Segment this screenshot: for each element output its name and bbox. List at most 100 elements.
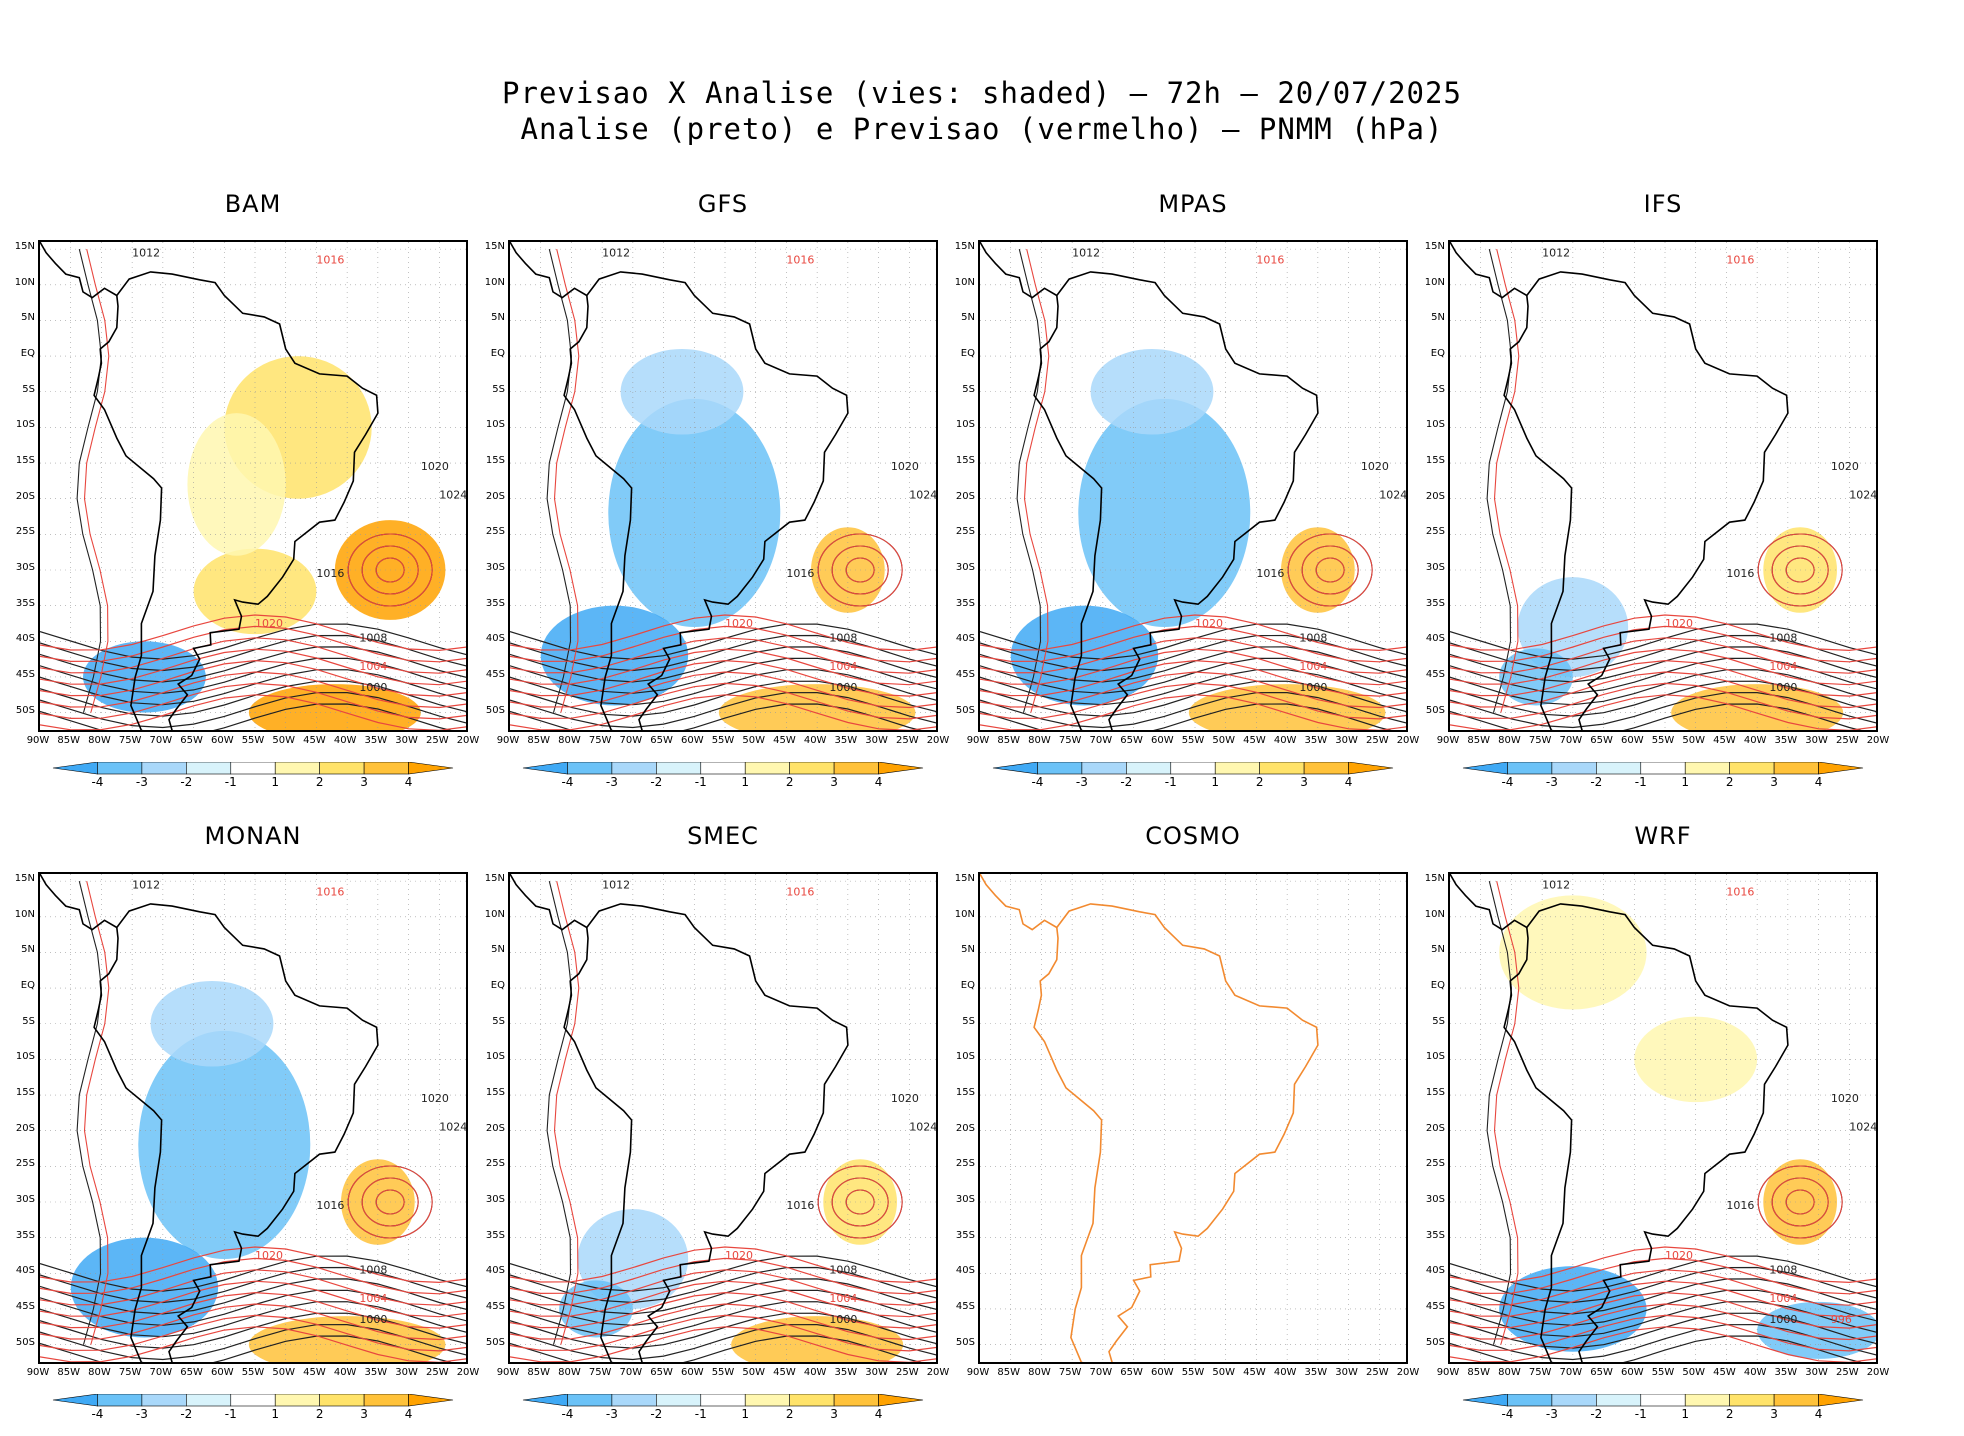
isobar-line [510, 671, 936, 709]
contour-label: 1024 [909, 1121, 937, 1134]
latitude-label: 20S [1425, 490, 1445, 502]
colorbar-segment [1596, 1393, 1642, 1407]
latitude-label: 35S [1425, 1229, 1445, 1241]
colorbar-segment [1640, 1393, 1686, 1407]
longitude-label: 25W [895, 735, 919, 746]
longitude-label: 55W [241, 735, 265, 746]
colorbar-segment [1507, 1393, 1553, 1407]
longitude-label: 40W [1273, 735, 1297, 746]
longitude-label: 55W [1651, 1367, 1675, 1378]
map-svg: 1012 1016 1020 1016 1020 1024 1008 1004 1000 [1450, 242, 1876, 730]
isobar-line [510, 1257, 936, 1295]
contour-label: 1020 [1195, 617, 1223, 630]
colorbar-segment [52, 1393, 98, 1407]
isobar-line [1450, 648, 1876, 686]
longitude-label: 35W [1774, 735, 1798, 746]
coastline [93, 271, 379, 730]
isobar-line [1450, 1246, 1876, 1284]
isobar-line [980, 694, 1406, 730]
contour-label: 1016 [1726, 567, 1754, 580]
colorbar-segment [97, 1393, 143, 1407]
isobar-line [40, 1269, 466, 1306]
longitude-label: 50W [1682, 735, 1706, 746]
longitude-label: 80W [1028, 735, 1051, 746]
latitude-label: 10N [14, 276, 35, 288]
contour-label: 1016 [316, 253, 344, 266]
longitude-label: 65W [180, 1367, 203, 1378]
latitude-label: 5N [491, 312, 505, 324]
longitude-label: 75W [1528, 1367, 1552, 1378]
longitude-label: 60W [210, 735, 234, 746]
latitude-label: 50S [485, 704, 505, 716]
contour-label: 1004 [359, 1292, 387, 1305]
latitude-label: 5S [22, 383, 35, 395]
colorbar-segment [1170, 761, 1216, 775]
contour-label: 1020 [1361, 460, 1389, 473]
map-area: 1012 1016 1020 1016 1020 1024 1008 1004 1000 996 [1448, 872, 1878, 1364]
contour-label: 1016 [786, 567, 814, 580]
colorbar-label: 4 [874, 1407, 883, 1421]
latitude-label: 45S [955, 668, 975, 680]
isobar-line [1450, 625, 1876, 663]
contour-label: 1020 [421, 460, 449, 473]
coastline-central-america [510, 242, 588, 299]
isobar-line [980, 614, 1406, 652]
latitude-label: 5S [492, 1015, 505, 1027]
longitude-label: 55W [711, 735, 735, 746]
isobar-line [1450, 1326, 1876, 1362]
contour-label: 1016 [1726, 885, 1754, 898]
colorbar-segment [186, 1393, 232, 1407]
longitude-label: 55W [1181, 735, 1205, 746]
colorbar-label: 2 [315, 775, 324, 789]
colorbar-segment [408, 1393, 454, 1407]
panel-gfs: GFS 1012 1016 1020 1016 1020 1024 1008 1004 1000 1… [485, 190, 950, 790]
colorbar-label: 1 [271, 1407, 280, 1421]
contour-label: 1000 [829, 1313, 857, 1326]
latitude-label: 10N [484, 276, 505, 288]
colorbar-label: 3 [1770, 775, 1778, 789]
colorbar-label: -3 [135, 775, 148, 789]
panel-title: MPAS [1158, 190, 1228, 218]
contour-label: 1012 [1542, 246, 1570, 259]
latitude-label: 40S [1425, 1265, 1445, 1277]
contour-label: 1004 [1769, 660, 1797, 673]
isobar-line [40, 1303, 466, 1341]
map-area [978, 872, 1408, 1364]
contour-label: 1008 [829, 1263, 857, 1276]
bias-shading [1499, 895, 1647, 1010]
colorbar-label: -2 [180, 1407, 193, 1421]
isobar-line [40, 1291, 466, 1329]
longitude-label: 75W [1528, 735, 1552, 746]
colorbar-label: 2 [785, 775, 794, 789]
longitude-label: 50W [1212, 1367, 1236, 1378]
colorbar-segment [522, 1393, 568, 1407]
latitude-label: 15S [955, 1087, 975, 1099]
bias-shading [248, 1316, 446, 1362]
isobar-line [510, 625, 936, 663]
latitude-label: 5S [962, 383, 975, 395]
latitude-label: 35S [485, 1229, 505, 1241]
colorbar-label: -4 [91, 1407, 104, 1421]
colorbar [992, 761, 1394, 775]
panel-cosmo: COSMO 15N 10N 5N EQ 5S 10S 15S 20S 25S 30S 35S 40S 45… [955, 822, 1420, 1422]
high-pressure-isobar [831, 1177, 889, 1227]
longitude-label: 80W [558, 735, 581, 746]
panel-smec: SMEC 1012 1016 1020 1016 1020 1024 1008 1004 1000… [485, 822, 950, 1422]
longitude-label: 45W [773, 1367, 796, 1378]
longitude-label: 70W [1089, 735, 1113, 746]
contour-label: 1000 [359, 681, 387, 694]
map-svg: 1012 1016 1020 1016 1020 1024 1008 1004 1000 [40, 874, 466, 1362]
contour-label: 1020 [421, 1092, 449, 1105]
colorbar-label: 4 [1814, 775, 1823, 789]
figure-title-line2: Analise (preto) e Previsao (vermelho) – … [520, 112, 1444, 146]
isobar-line [1450, 1257, 1876, 1295]
map-svg: 1012 1016 1020 1016 1020 1024 1008 1004 1000 [980, 242, 1406, 730]
latitude-label: 10S [15, 1051, 35, 1063]
colorbar-segment [789, 1393, 835, 1407]
longitude-label: 65W [650, 735, 673, 746]
longitude-label: 85W [1467, 735, 1491, 746]
latitude-label: 45S [15, 668, 35, 680]
coastline-central-america [1450, 874, 1528, 931]
latitude-label: 35S [15, 597, 35, 609]
longitude-label: 35W [1304, 735, 1328, 746]
